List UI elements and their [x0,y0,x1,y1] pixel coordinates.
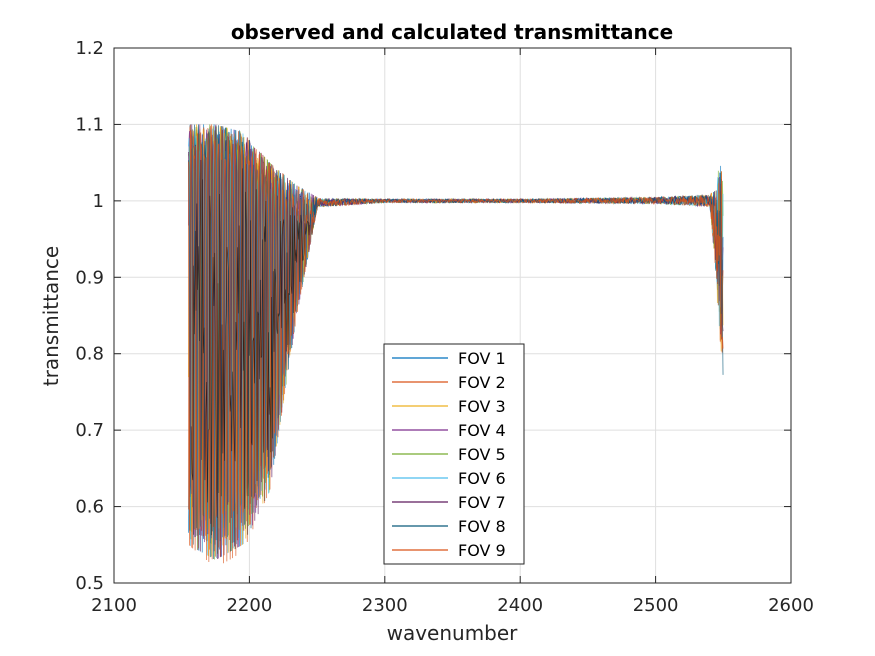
x-tick-label: 2200 [226,595,272,616]
calculated-overlay-line [190,160,311,536]
x-axis-title: wavenumber [387,621,519,645]
x-tick-labels: 2100 2200 2300 2400 2500 2600 [91,595,814,616]
legend-label: FOV 2 [458,373,506,392]
legend-label: FOV 8 [458,517,506,536]
y-tick-label: 0.7 [75,420,104,441]
y-tick-label: 0.8 [75,344,104,365]
legend-label: FOV 1 [458,349,506,368]
y-tick-label: 1.2 [75,38,104,59]
legend-label: FOV 9 [458,541,506,560]
y-axis-title: transmittance [39,246,63,386]
y-tick-labels: 0.5 0.6 0.7 0.8 0.9 1 1.1 1.2 [75,38,104,594]
x-tick-label: 2100 [91,595,137,616]
y-tick-label: 0.5 [75,573,104,594]
ticks [113,47,792,584]
y-tick-label: 0.6 [75,497,104,518]
x-tick-label: 2600 [768,595,814,616]
legend-label: FOV 6 [458,469,506,488]
series-layer [188,124,724,564]
legend: FOV 1 FOV 2 FOV 3 FOV 4 FOV 5 FOV 6 FOV 7 FOV 8… [383,343,525,565]
series-line [188,124,724,564]
x-tick-label: 2500 [633,595,679,616]
legend-label: FOV 4 [458,421,506,440]
x-tick-label: 2300 [362,595,408,616]
series-line [188,126,724,557]
y-tick-label: 0.9 [75,267,104,288]
y-tick-label: 1.1 [75,114,104,135]
axes-box [113,47,792,584]
legend-label: FOV 7 [458,493,506,512]
chart-title: observed and calculated transmittance [231,20,673,44]
x-tick-label: 2400 [497,595,543,616]
legend-label: FOV 5 [458,445,506,464]
series-line [188,124,724,559]
y-tick-label: 1 [93,191,104,212]
legend-label: FOV 3 [458,397,506,416]
